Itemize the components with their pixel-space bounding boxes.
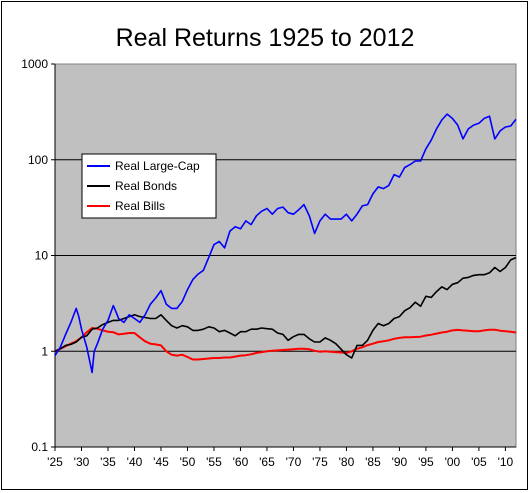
x-tick-label: '10 [498,455,514,469]
x-tick-label: '50 [180,455,196,469]
x-tick-label: '00 [445,455,461,469]
x-tick-label: '95 [418,455,434,469]
series-lines [54,113,517,374]
x-tick-label: '85 [365,455,381,469]
y-tick-label: 1 [41,344,48,358]
x-tick-label: '70 [286,455,302,469]
x-tick-label: '35 [100,455,116,469]
x-tick-label: '25 [47,455,63,469]
y-tick-label: 100 [28,153,48,167]
legend-label: Real Bills [115,199,165,213]
x-tick-label: '05 [471,455,487,469]
x-tick-label: '40 [127,455,143,469]
y-axis: 0.1 1 10 100 1000 [21,57,56,454]
x-tick-label: '60 [233,455,249,469]
x-tick-label: '55 [206,455,222,469]
x-tick-label: '75 [312,455,328,469]
x-tick-label: '80 [339,455,355,469]
legend-label: Real Large-Cap [115,159,200,173]
x-tick-label: '45 [153,455,169,469]
y-tick-label: 10 [35,249,49,263]
x-tick-label: '65 [259,455,275,469]
y-tick-label: 1000 [21,57,48,71]
legend-label: Real Bonds [115,179,177,193]
y-tick-label: 0.1 [31,440,48,454]
x-tick-label: '90 [392,455,408,469]
x-axis: '25 '30 '35 '40 '45 '50 '55 '60 '65 '70 '75 '80 '85 '… [47,446,516,469]
legend: Real Large-Cap Real Bonds Real Bills [81,153,217,219]
x-tick-label: '30 [74,455,90,469]
series-line-real-large-cap [54,113,517,374]
chart-title: Real Returns 1925 to 2012 [116,24,415,52]
series-line-real-bills [54,327,517,361]
